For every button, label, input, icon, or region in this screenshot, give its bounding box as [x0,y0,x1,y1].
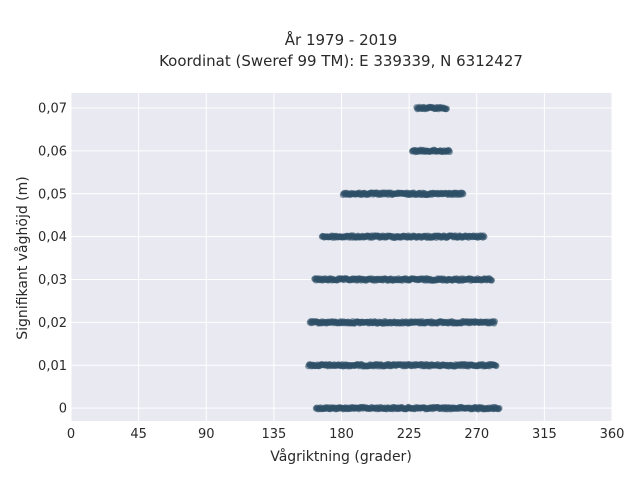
data-band [306,318,498,327]
y-tick-label: 0 [59,402,67,417]
data-point [493,362,500,370]
data-band [408,146,453,156]
data-point [496,405,503,412]
data-band [305,361,500,370]
data-band [311,275,495,284]
x-tick-label: 270 [464,427,489,442]
chart-title-line-2: Koordinat (Sweref 99 TM): E 339339, N 63… [159,52,523,70]
x-tick-label: 45 [130,427,147,442]
data-band [312,403,503,413]
y-tick-label: 0,01 [38,359,67,374]
x-tick-label: 0 [67,427,75,442]
data-points [305,103,503,413]
data-band [339,189,467,198]
data-band [413,103,450,113]
x-tick-label: 225 [397,427,422,442]
chart-title-line-1: År 1979 - 2019 [285,30,398,49]
y-tick-label: 0,03 [38,273,67,288]
x-tick-label: 360 [600,427,625,442]
y-tick-label: 0,07 [38,102,67,117]
data-band [318,232,488,241]
data-point [443,105,450,112]
y-tick-label: 0,04 [38,230,67,245]
y-axis-label: Signifikant våghöjd (m) [14,176,31,339]
x-tick-label: 135 [261,427,286,442]
y-tick-label: 0,05 [38,187,67,202]
data-point [481,233,488,241]
data-point [491,318,498,325]
x-tick-label: 90 [198,427,215,442]
data-point [488,277,495,284]
y-axis-ticks: 0 0,01 0,02 0,03 0,04 0,05 0,06 0,07 [38,102,67,417]
chart-title: År 1979 - 2019 Koordinat (Sweref 99 TM):… [159,30,523,70]
x-axis-label: Vågriktning (grader) [270,448,412,465]
x-tick-label: 315 [532,427,557,442]
data-point [460,190,467,198]
y-tick-label: 0,02 [38,316,67,331]
y-tick-label: 0,06 [38,144,67,159]
x-tick-label: 180 [329,427,354,442]
x-axis-ticks: 0 45 90 135 180 225 270 315 360 [67,427,625,442]
data-point [446,148,453,155]
